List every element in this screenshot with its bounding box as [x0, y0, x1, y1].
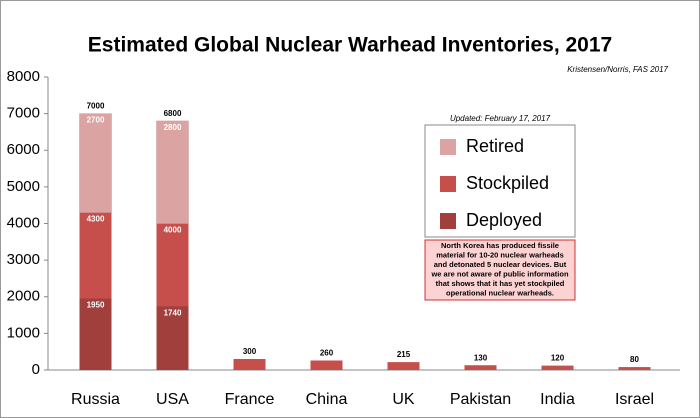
value-label: 4300: [87, 215, 105, 224]
x-tick-label: Pakistan: [450, 391, 511, 408]
bar: [233, 359, 266, 370]
legend-swatch: [440, 176, 456, 192]
note-line: that shows that it has yet stockpiled: [436, 279, 565, 288]
updated-note: Updated: February 17, 2017: [450, 114, 551, 123]
x-tick-label: India: [540, 391, 575, 408]
bar: [387, 362, 420, 370]
x-tick-label: UK: [392, 391, 415, 408]
note-line: and detonated 5 nuclear devices. But: [434, 260, 567, 269]
y-tick-label: 8000: [7, 68, 40, 85]
value-label: 80: [630, 355, 639, 364]
chart-title: Estimated Global Nuclear Warhead Invento…: [88, 34, 612, 57]
bar: [156, 120, 189, 224]
bar: [310, 360, 343, 370]
note-line: North Korea has produced fissile: [441, 241, 559, 250]
total-label: 6800: [164, 109, 182, 118]
x-tick-label: Russia: [71, 391, 120, 408]
x-tick-label: France: [225, 391, 275, 408]
bar: [156, 306, 189, 370]
value-label: 215: [397, 350, 411, 359]
y-tick-label: 3000: [7, 251, 40, 268]
note-line: we are not aware of public information: [430, 269, 569, 278]
note-line: material for 10-20 nuclear warheads: [436, 250, 564, 259]
value-label: 2700: [87, 116, 105, 125]
note-line: operational nuclear warheads.: [446, 288, 554, 297]
legend-label: Retired: [466, 136, 524, 156]
value-label: 120: [551, 354, 565, 363]
y-tick-label: 7000: [7, 105, 40, 122]
note-box: [424, 239, 576, 301]
bar: [541, 365, 574, 370]
bar: [618, 367, 651, 370]
total-label: 7000: [87, 102, 105, 111]
value-label: 260: [320, 349, 334, 358]
bar: [464, 365, 497, 370]
y-tick-label: 6000: [7, 141, 40, 158]
legend-label: Deployed: [466, 210, 542, 230]
y-tick-label: 2000: [7, 288, 40, 305]
source: Kristensen/Norris, FAS 2017: [567, 65, 668, 74]
value-label: 1740: [164, 308, 182, 317]
bar: [79, 298, 112, 370]
value-label: 4000: [164, 226, 182, 235]
value-label: 1950: [87, 301, 105, 310]
y-tick-label: 5000: [7, 178, 40, 195]
y-tick-label: 4000: [7, 214, 40, 231]
y-tick-label: 0: [32, 361, 40, 378]
value-label: 2800: [164, 123, 182, 132]
x-tick-label: Israel: [615, 391, 654, 408]
x-tick-label: USA: [156, 391, 189, 408]
value-label: 130: [474, 353, 488, 362]
y-tick-label: 1000: [7, 324, 40, 341]
legend-swatch: [440, 139, 456, 155]
x-tick-label: China: [306, 391, 348, 408]
bar: [79, 113, 112, 213]
legend-label: Stockpiled: [466, 173, 549, 193]
legend-swatch: [440, 213, 456, 229]
value-label: 300: [243, 347, 257, 356]
